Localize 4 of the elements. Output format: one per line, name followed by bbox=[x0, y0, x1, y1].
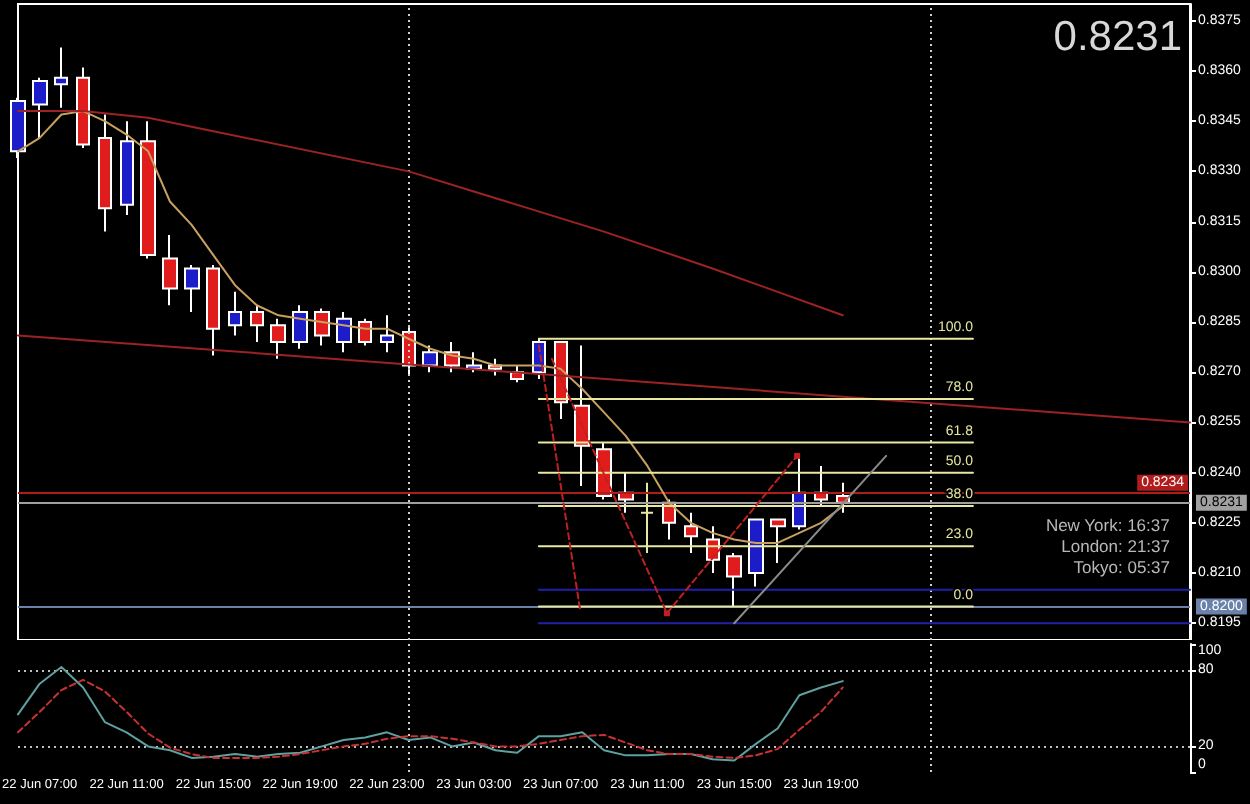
annotation: London: 21:37 bbox=[1061, 536, 1171, 556]
annotation: 0.8231 bbox=[1053, 14, 1183, 60]
annotation: New York: 16:37 bbox=[1045, 515, 1171, 535]
annotation: Tokyo: 05:37 bbox=[1073, 557, 1171, 577]
